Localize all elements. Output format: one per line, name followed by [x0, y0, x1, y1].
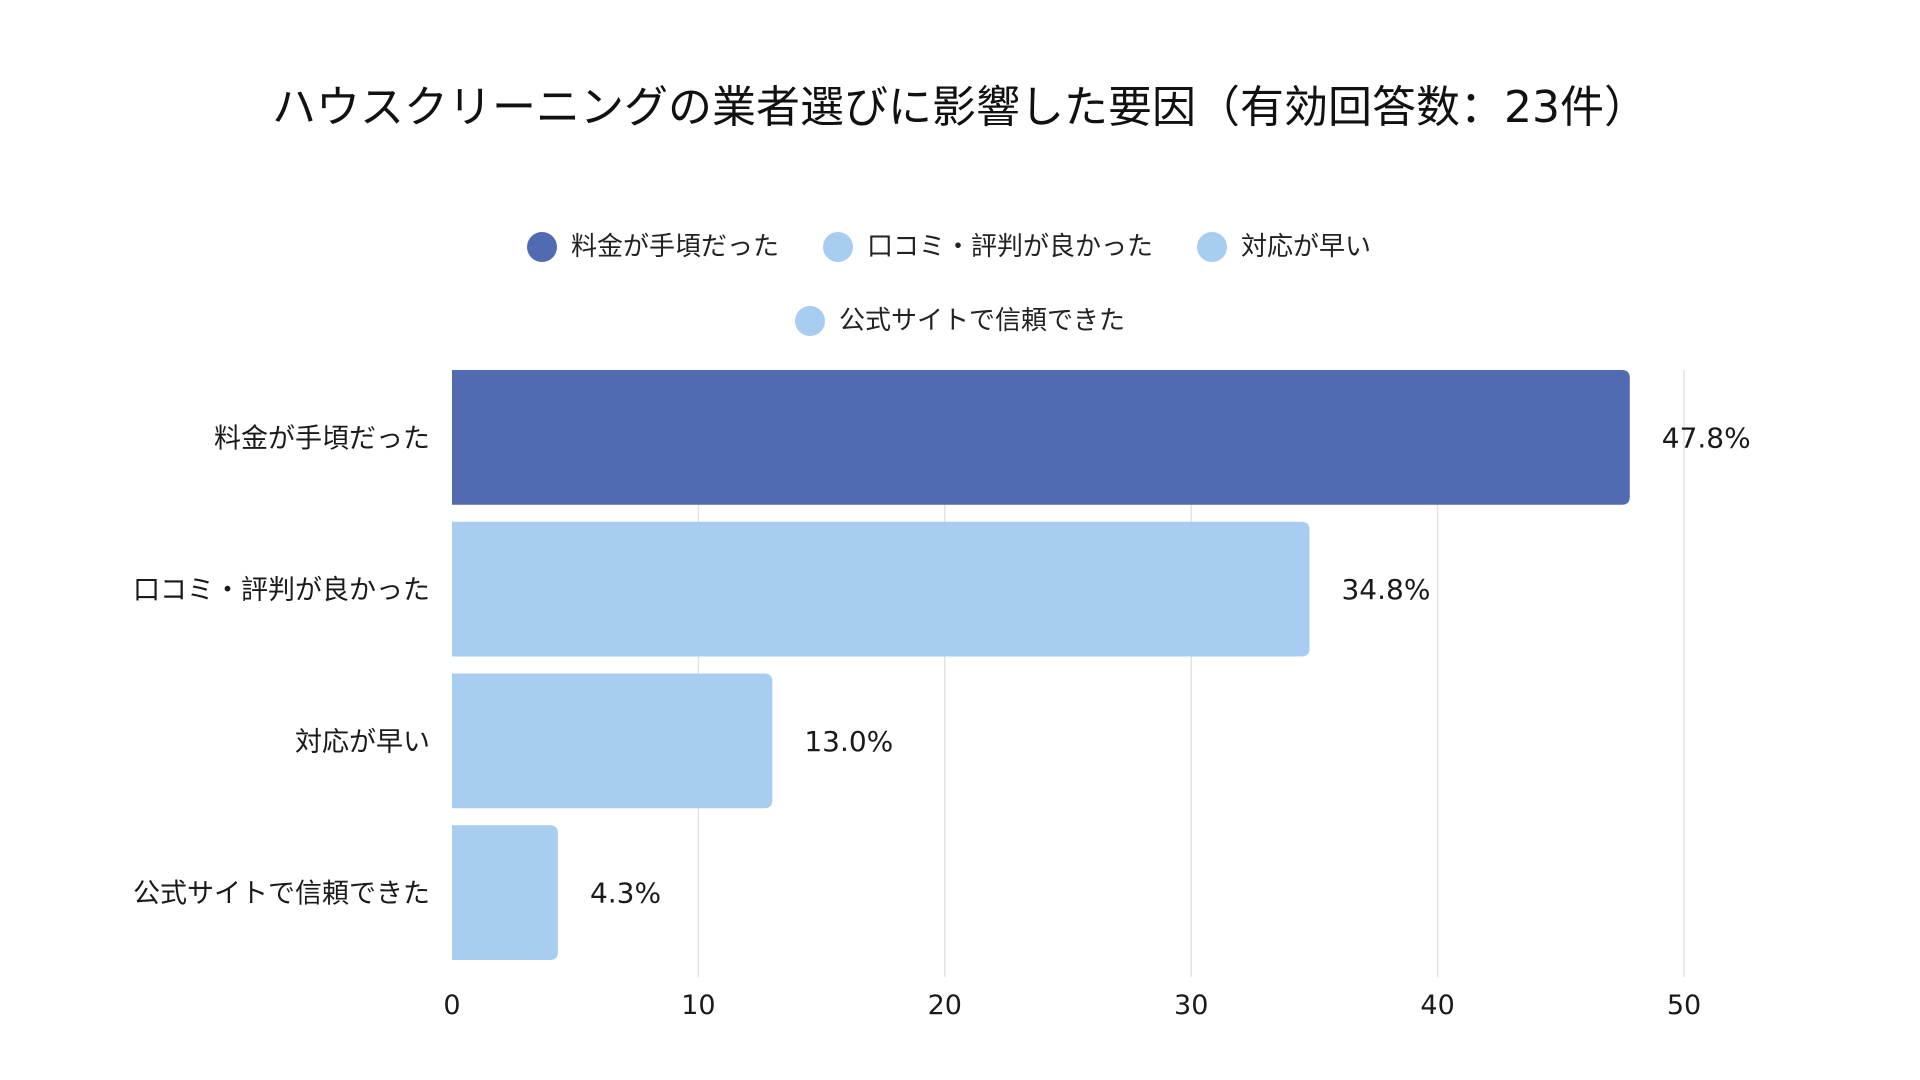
x-tick-label: 40	[1420, 990, 1454, 1021]
x-tick-label: 50	[1667, 990, 1701, 1021]
value-label: 4.3%	[590, 877, 661, 910]
legend-item-price: 料金が手頃だった	[526, 231, 779, 263]
category-label: 公式サイトで信頼できた	[133, 879, 430, 910]
category-label: 料金が手頃だった	[214, 423, 430, 454]
legend-item-reviews: 口コミ・評判が良かった	[822, 231, 1153, 263]
legend-marker-price	[526, 232, 557, 262]
legend-marker-website	[794, 306, 825, 336]
legend-item-response: 対応が早い	[1197, 231, 1371, 263]
bar	[452, 521, 1310, 657]
bar	[452, 370, 1630, 505]
value-labels: 47.8% 34.8% 13.0% 4.3%	[590, 421, 1751, 909]
bar	[452, 825, 558, 960]
x-tick-label: 0	[443, 990, 460, 1021]
category-label: 対応が早い	[295, 727, 430, 758]
value-label: 47.8%	[1662, 421, 1751, 454]
x-tick-label: 20	[928, 990, 962, 1021]
value-label: 34.8%	[1341, 573, 1430, 606]
legend-label-response: 対応が早い	[1241, 232, 1372, 262]
chart-title: ハウスクリーニングの業者選びに影響した要因（有効回答数：23件）	[272, 82, 1648, 133]
bars	[452, 370, 1630, 960]
legend-row-1: 料金が手頃だった 口コミ・評判が良かった 対応が早い	[0, 231, 1920, 263]
x-axis-ticks: 0 10 20 30 40 50	[443, 990, 1701, 1021]
x-tick-label: 10	[681, 990, 715, 1021]
legend-marker-response	[1197, 232, 1227, 262]
value-label: 13.0%	[804, 725, 893, 758]
x-tick-label: 30	[1174, 990, 1208, 1021]
bar	[452, 673, 773, 809]
legend-item-website: 公式サイトで信頼できた	[794, 305, 1125, 337]
legend-label-reviews: 口コミ・評判が良かった	[866, 232, 1153, 262]
legend-label-price: 料金が手頃だった	[570, 232, 779, 262]
legend-marker-reviews	[822, 232, 853, 262]
category-label: 口コミ・評判が良かった	[133, 575, 430, 606]
legend-label-website: 公式サイトで信頼できた	[838, 306, 1125, 336]
legend-row-2: 公式サイトで信頼できた	[0, 305, 1920, 337]
